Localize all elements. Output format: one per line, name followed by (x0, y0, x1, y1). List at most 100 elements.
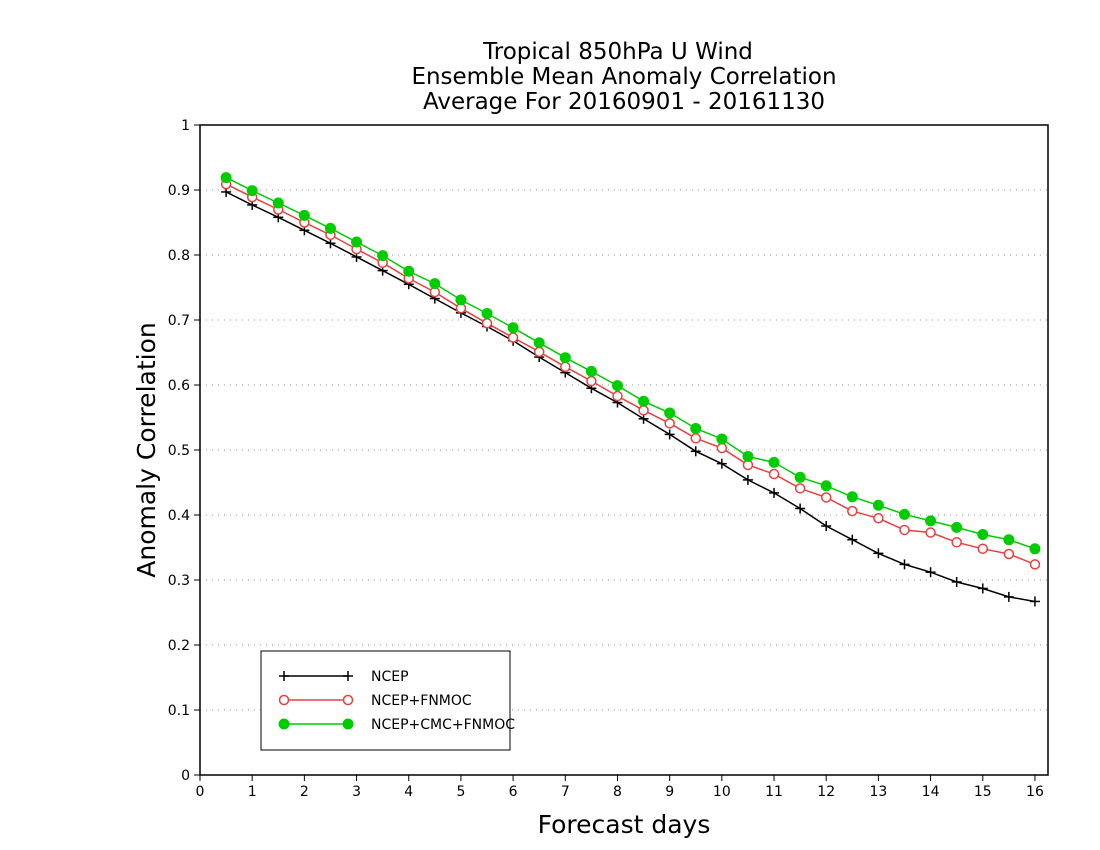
data-point-ncep-cmc-fnmoc (220, 172, 232, 184)
x-tick-label: 7 (561, 784, 570, 800)
series-ncep-fnmoc (220, 178, 1041, 570)
data-point-ncep (742, 474, 753, 485)
data-point-ncep-fnmoc (925, 527, 936, 538)
data-point-ncep-cmc-fnmoc (1003, 534, 1015, 546)
data-point-ncep (795, 503, 806, 514)
legend-marker (278, 694, 290, 706)
data-point-ncep-fnmoc (951, 537, 962, 548)
data-point-ncep-cmc-fnmoc (481, 308, 493, 319)
chart-title: Tropical 850hPa U Wind Ensemble Mean Ano… (411, 39, 836, 115)
legend-marker (279, 671, 289, 681)
legend-marker (278, 718, 290, 730)
x-tick-label: 12 (817, 784, 835, 800)
data-point-ncep-cmc-fnmoc (638, 395, 650, 407)
data-point-ncep (951, 576, 962, 587)
legend-item-ncep-cmc-fnmoc: NCEP+CMC+FNMOC (278, 717, 515, 733)
data-point-ncep (716, 458, 727, 469)
data-point-ncep-fnmoc (1003, 548, 1015, 560)
data-point-ncep (925, 567, 936, 578)
x-tick-label: 1 (248, 784, 257, 800)
x-tick-label: 8 (613, 784, 622, 800)
data-point-ncep-cmc-fnmoc (403, 265, 415, 277)
data-point-ncep-cmc-fnmoc (925, 515, 937, 527)
data-point-ncep-fnmoc (690, 433, 702, 444)
data-point-ncep-fnmoc (873, 513, 884, 524)
data-point-ncep-cmc-fnmoc (246, 185, 258, 197)
data-point-ncep-fnmoc (664, 418, 675, 429)
y-tick-label: 0.8 (168, 248, 190, 264)
data-point-ncep-fnmoc (899, 524, 910, 536)
legend-item-ncep-fnmoc: NCEP+FNMOC (278, 693, 472, 709)
data-point-ncep-fnmoc (533, 346, 545, 358)
legend-marker (342, 718, 354, 730)
chart-title-line-1: Tropical 850hPa U Wind (482, 39, 753, 65)
legend-label: NCEP+CMC+FNMOC (371, 717, 515, 733)
x-tick-label: 6 (509, 784, 518, 800)
data-point-ncep-cmc-fnmoc (977, 529, 989, 540)
series-line-ncep-fnmoc (225, 183, 1036, 566)
data-point-ncep-cmc-fnmoc (690, 423, 702, 435)
data-point-ncep-fnmoc (560, 361, 571, 373)
data-point-ncep (873, 548, 884, 559)
data-point-ncep (769, 487, 780, 498)
legend-label: NCEP+FNMOC (371, 693, 472, 709)
y-tick-label: 0.5 (168, 443, 190, 459)
series-line-ncep (225, 191, 1036, 603)
x-tick-label: 11 (765, 784, 783, 800)
data-point-ncep-cmc-fnmoc (298, 209, 310, 221)
data-point-ncep-fnmoc (768, 468, 780, 480)
data-point-ncep-fnmoc (586, 375, 597, 387)
data-point-ncep-cmc-fnmoc (768, 456, 780, 468)
data-point-ncep-cmc-fnmoc (429, 278, 441, 290)
data-point-ncep-cmc-fnmoc (716, 433, 728, 445)
data-point-ncep (1003, 591, 1014, 602)
data-point-ncep-cmc-fnmoc (533, 337, 545, 349)
x-tick-label: 14 (922, 784, 940, 800)
data-point-ncep (690, 446, 701, 457)
data-point-ncep-cmc-fnmoc (951, 521, 963, 533)
x-tick-label: 16 (1026, 784, 1044, 800)
data-point-ncep-fnmoc (794, 483, 806, 494)
data-point-ncep-cmc-fnmoc (585, 365, 597, 377)
data-point-ncep-fnmoc (612, 390, 623, 402)
gridlines (200, 189, 1048, 711)
data-point-ncep-fnmoc (820, 492, 832, 503)
x-axis-title: Forecast days (538, 810, 711, 839)
data-point-ncep-cmc-fnmoc (559, 352, 571, 364)
y-axis-title: Anomaly Correlation (132, 322, 161, 577)
data-point-ncep-cmc-fnmoc (324, 222, 336, 234)
data-point-ncep (821, 521, 832, 532)
data-point-ncep-cmc-fnmoc (820, 480, 832, 492)
data-point-ncep-cmc-fnmoc (351, 236, 363, 248)
x-tick-label: 2 (300, 784, 309, 800)
data-point-ncep (899, 559, 910, 570)
x-tick-label: 15 (974, 784, 992, 800)
data-point-ncep-cmc-fnmoc (898, 508, 910, 520)
data-point-ncep-cmc-fnmoc (1029, 543, 1041, 555)
data-point-ncep-fnmoc (1029, 559, 1041, 570)
data-point-ncep-fnmoc (507, 332, 519, 343)
x-tick-label: 3 (352, 784, 361, 800)
data-point-ncep-cmc-fnmoc (742, 451, 754, 462)
x-tick-label: 5 (456, 784, 465, 800)
y-tick-label: 1 (181, 118, 190, 134)
chart-title-line-3: Average For 20160901 - 20161130 (423, 89, 825, 115)
legend-item-ncep: NCEP (279, 669, 409, 685)
y-tick-label: 0.7 (168, 313, 190, 329)
x-tick-label: 13 (869, 784, 887, 800)
x-tick-label: 4 (404, 784, 413, 800)
y-tick-label: 0.6 (168, 378, 190, 394)
data-point-ncep-cmc-fnmoc (507, 322, 519, 334)
series-ncep (221, 186, 1040, 607)
x-tick-label: 9 (665, 784, 674, 800)
chart-title-line-2: Ensemble Mean Anomaly Correlation (411, 64, 836, 90)
data-point-ncep-fnmoc (638, 405, 649, 416)
data-point-ncep-cmc-fnmoc (272, 197, 284, 209)
legend-marker (342, 694, 354, 706)
y-tick-label: 0.3 (168, 573, 190, 589)
legend-label: NCEP (371, 669, 409, 685)
y-axis: 0 0.1 0.2 0.3 0.4 0.5 0.6 0.7 0.8 0.9 1 (168, 118, 200, 784)
data-point-ncep-cmc-fnmoc (377, 250, 389, 262)
series-line-ncep-cmc-fnmoc (225, 176, 1036, 550)
